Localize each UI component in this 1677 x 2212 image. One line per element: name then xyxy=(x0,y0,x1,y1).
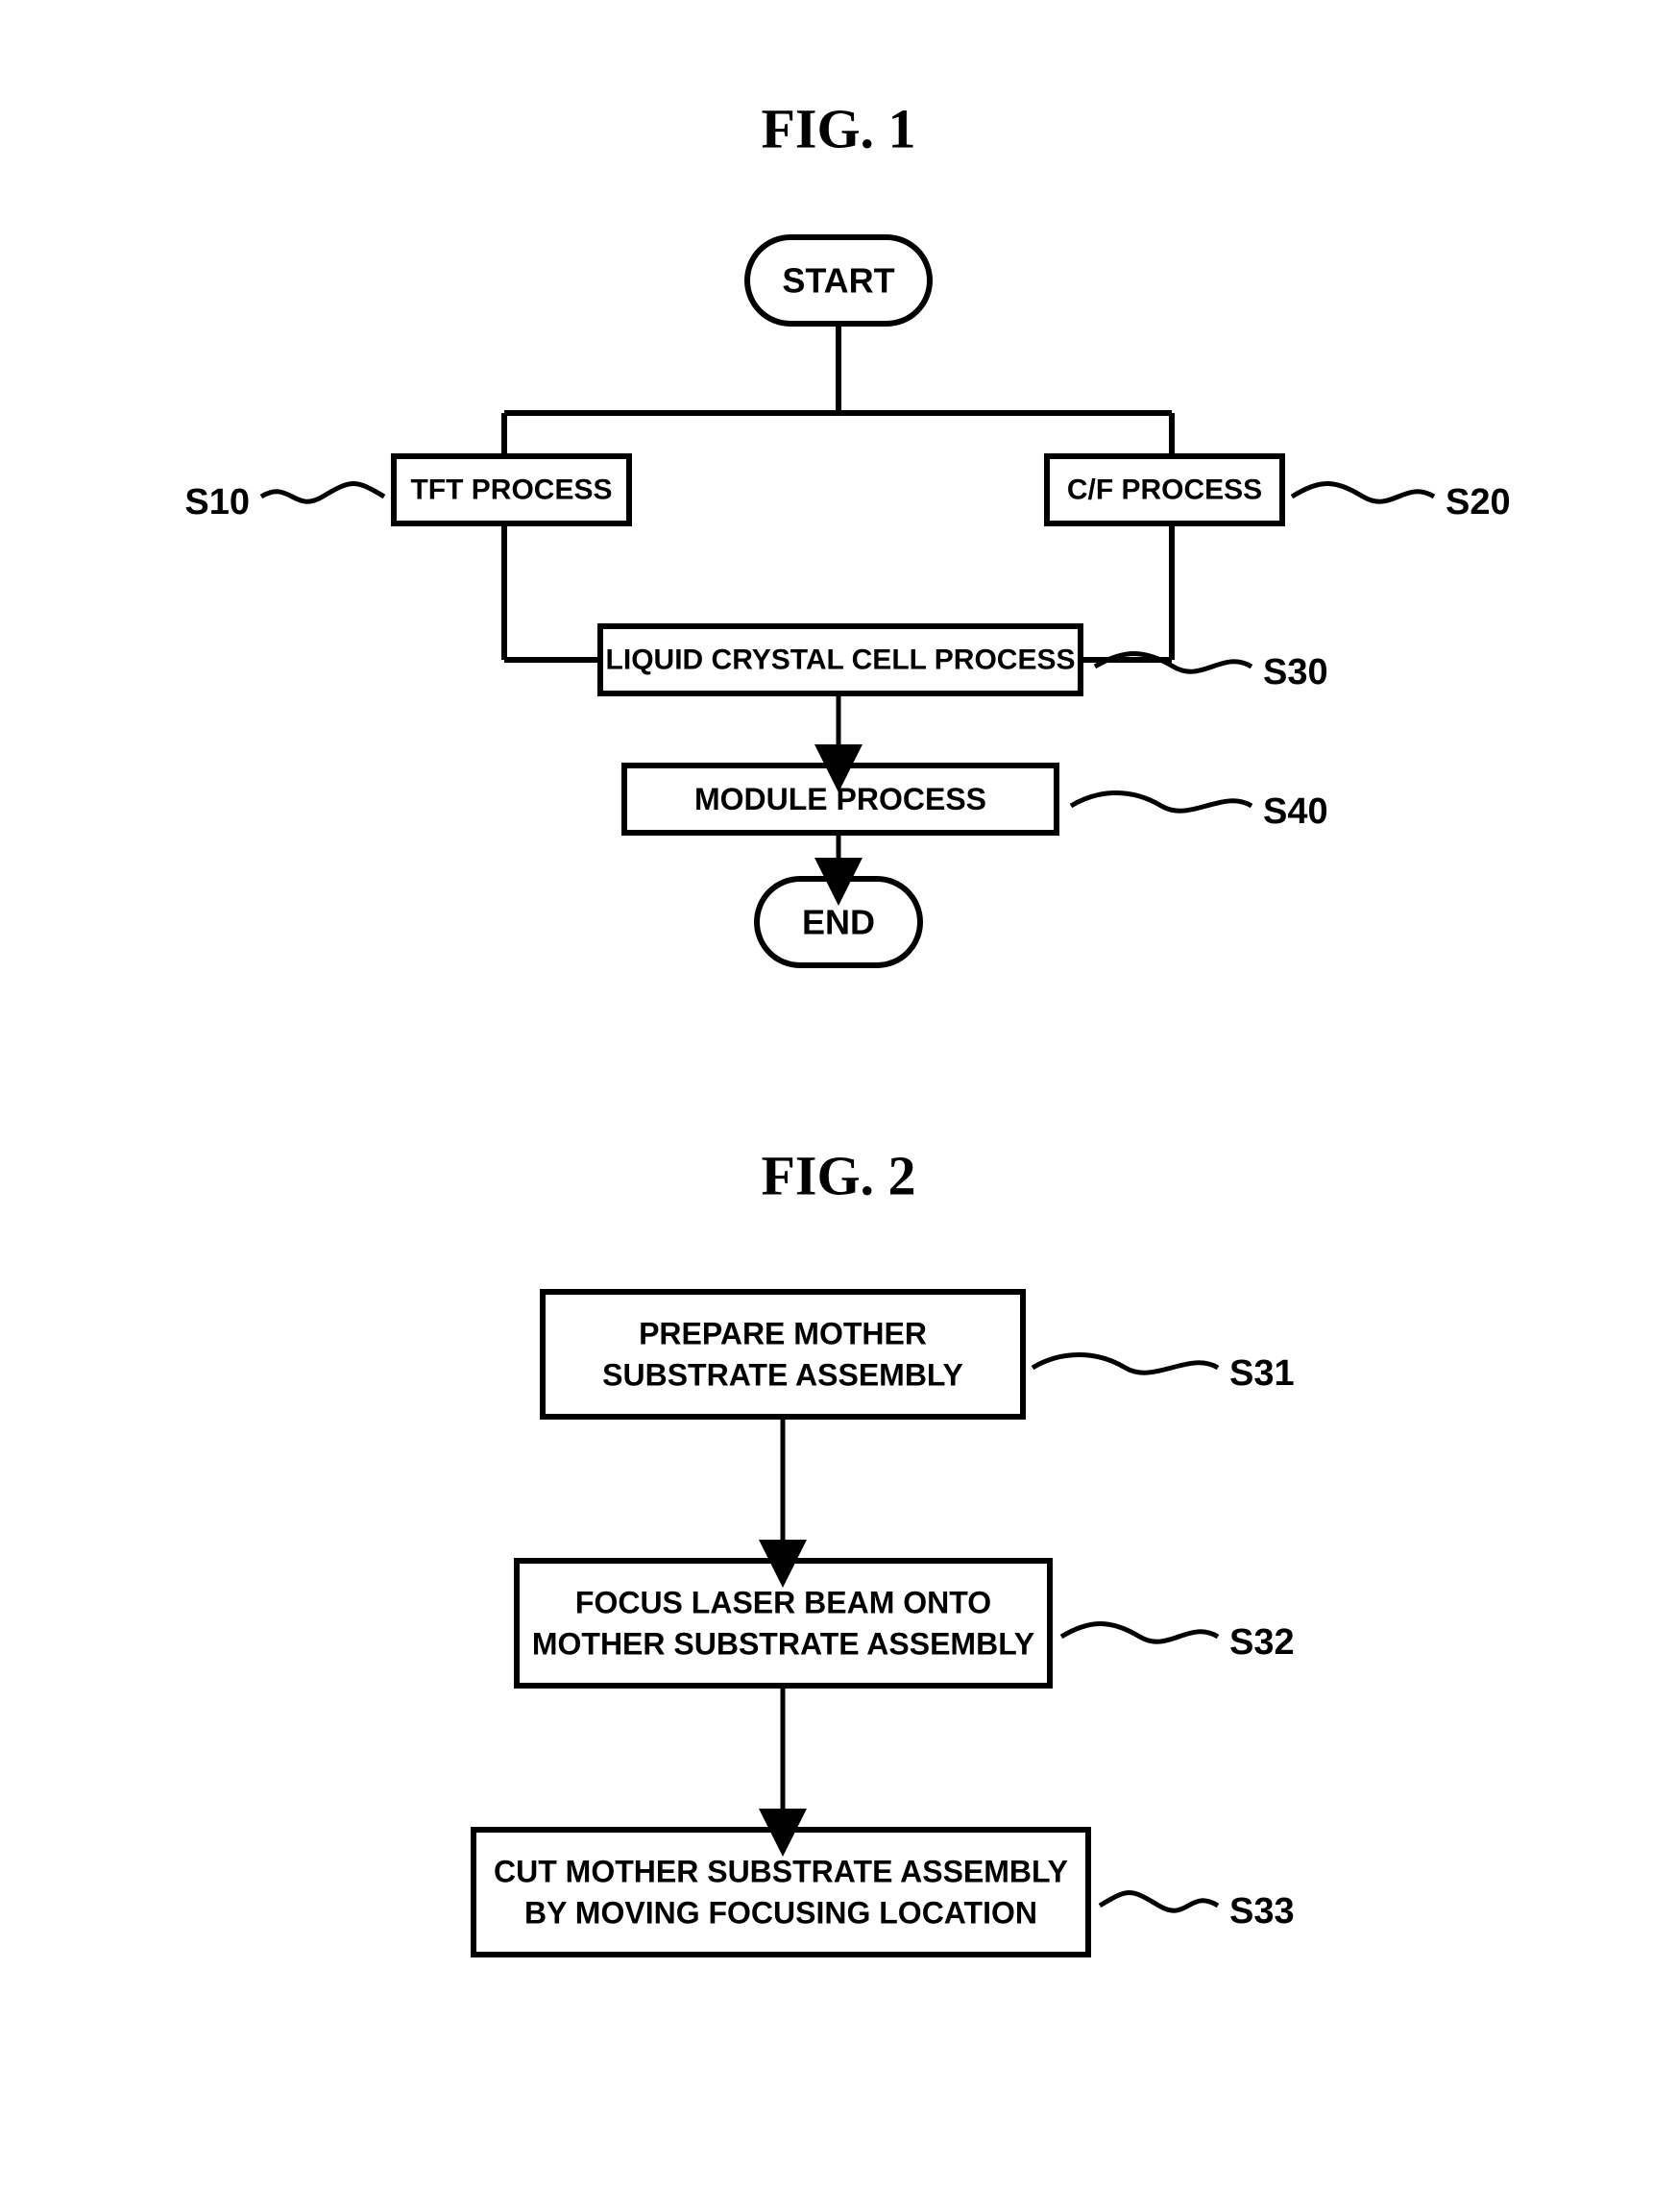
fig2-title: FIG. 2 xyxy=(761,1144,915,1206)
svg-text:S30: S30 xyxy=(1263,652,1328,693)
fig1-s40-text: MODULE PROCESS xyxy=(694,782,986,816)
fig1-start-terminal: START xyxy=(747,237,930,324)
fig1-s20-box: C/F PROCESS xyxy=(1047,456,1282,523)
fig1-s30-box: LIQUID CRYSTAL CELL PROCESS xyxy=(600,626,1081,693)
fig2-label-s31: S31 xyxy=(1033,1353,1295,1394)
fig1-end-label: END xyxy=(802,903,875,942)
fig1-s20-text: C/F PROCESS xyxy=(1067,474,1262,506)
svg-text:S10: S10 xyxy=(184,482,250,523)
leader-line xyxy=(1061,1624,1218,1642)
fig1-label-s20: S20 xyxy=(1292,482,1511,523)
svg-text:S31: S31 xyxy=(1229,1353,1295,1394)
leader-line xyxy=(1100,1893,1218,1911)
fig1-s10-box: TFT PROCESS xyxy=(394,456,629,523)
fig1-s40-box: MODULE PROCESS xyxy=(624,766,1057,833)
fig1-label-s40: S40 xyxy=(1071,791,1328,832)
fig1-start-label: START xyxy=(782,261,894,301)
svg-text:S33: S33 xyxy=(1229,1891,1295,1932)
fig1-s30-text: LIQUID CRYSTAL CELL PROCESS xyxy=(606,644,1076,676)
leader-line xyxy=(261,484,384,502)
fig2-label-s33: S33 xyxy=(1100,1891,1295,1932)
svg-text:FOCUS LASER BEAM ONTOMOTHER SU: FOCUS LASER BEAM ONTOMOTHER SUBSTRATE AS… xyxy=(532,1585,1034,1661)
svg-text:S32: S32 xyxy=(1229,1622,1295,1663)
fig1-label-s10: S10 xyxy=(184,482,384,523)
fig2-label-s32: S32 xyxy=(1061,1622,1295,1663)
svg-text:S20: S20 xyxy=(1446,482,1511,523)
fig1-title: FIG. 1 xyxy=(761,97,915,159)
svg-text:S40: S40 xyxy=(1263,791,1328,832)
leader-line xyxy=(1033,1355,1218,1373)
leader-line xyxy=(1071,793,1252,812)
leader-line xyxy=(1292,484,1434,502)
svg-text:CUT MOTHER SUBSTRATE ASSEMBLYB: CUT MOTHER SUBSTRATE ASSEMBLYBY MOVING F… xyxy=(494,1854,1068,1930)
fig1-end-terminal: END xyxy=(757,879,920,965)
fig2-s33-box: CUT MOTHER SUBSTRATE ASSEMBLYBY MOVING F… xyxy=(474,1830,1088,1955)
diagram-canvas: FIG. 1 START TFT PROCESS C/F PROCESS LIQ… xyxy=(0,0,1677,2212)
fig2-s32-box: FOCUS LASER BEAM ONTOMOTHER SUBSTRATE AS… xyxy=(517,1561,1050,1686)
fig2-s31-box: PREPARE MOTHERSUBSTRATE ASSEMBLY xyxy=(543,1292,1023,1417)
svg-text:PREPARE MOTHERSUBSTRATE ASSEMB: PREPARE MOTHERSUBSTRATE ASSEMBLY xyxy=(602,1316,963,1392)
fig1-s10-text: TFT PROCESS xyxy=(410,474,612,506)
